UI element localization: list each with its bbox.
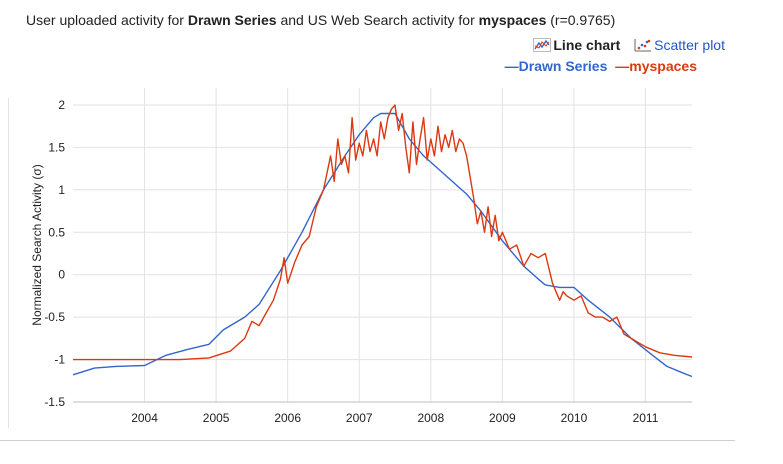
x-tick-label: 2009 <box>489 411 516 425</box>
y-tick-label: 0.5 <box>48 225 65 239</box>
chart-type-toolbar: Line chart Scatter plot <box>523 37 725 55</box>
x-tick-label: 2010 <box>561 411 588 425</box>
series-layer <box>72 104 693 378</box>
x-tick-label: 2006 <box>274 411 301 425</box>
y-tick-label: 0 <box>58 268 65 282</box>
y-tick-label: -0.5 <box>44 310 65 324</box>
x-tick-label: 2008 <box>417 411 444 425</box>
scatter-plot-button[interactable]: Scatter plot <box>634 37 725 53</box>
y-tick-label: 1.5 <box>48 140 65 154</box>
line-chart-icon <box>533 38 552 52</box>
y-tick-label: 1 <box>58 183 65 197</box>
bottom-divider <box>0 440 735 441</box>
line-chart-button[interactable]: Line chart <box>533 37 620 53</box>
legend-item-myspaces: —myspaces <box>615 58 697 74</box>
y-tick-label: -1 <box>54 353 65 367</box>
x-tick-label: 2007 <box>346 411 373 425</box>
x-tick-label: 2005 <box>203 411 230 425</box>
y-tick-label: 2 <box>58 98 65 112</box>
series-line-myspaces <box>73 104 693 361</box>
title-series-name: Drawn Series <box>187 12 277 28</box>
series-line-drawn-series <box>72 112 693 378</box>
x-tick-label: 2011 <box>633 411 659 425</box>
title-prefix: User uploaded activity for <box>26 12 188 28</box>
scatter-plot-icon <box>634 39 652 52</box>
scatter-plot-label: Scatter plot <box>654 37 725 53</box>
x-tick-label: 2004 <box>131 411 158 425</box>
y-axis-label: Normalized Search Activity (σ) <box>30 164 44 325</box>
chart-legend: —Drawn Series —myspaces <box>501 58 697 74</box>
axes: 2 1.5 1 0.5 0 -0.5 -1 -1.5 2004 2005 2006 2007 2008 2… <box>30 98 692 425</box>
legend-item-drawn-series: —Drawn Series <box>504 58 608 74</box>
title-search-term: myspaces <box>478 12 547 28</box>
line-chart-label: Line chart <box>553 37 621 53</box>
chart-title: User uploaded activity for Drawn Series … <box>26 12 615 28</box>
left-divider <box>8 98 9 428</box>
title-correlation: (r=0.9765) <box>546 12 616 28</box>
title-middle: and US Web Search activity for <box>276 12 479 28</box>
y-tick-label: -1.5 <box>44 395 65 409</box>
